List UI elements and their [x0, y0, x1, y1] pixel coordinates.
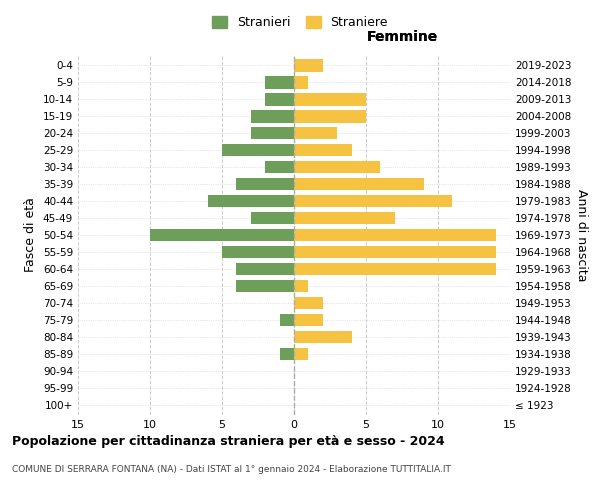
Bar: [294, 212, 395, 224]
Text: Popolazione per cittadinanza straniera per età e sesso - 2024: Popolazione per cittadinanza straniera p…: [12, 435, 445, 448]
Bar: [294, 110, 366, 122]
Bar: [294, 330, 352, 344]
Bar: [265, 93, 294, 106]
Bar: [294, 296, 323, 310]
Bar: [280, 348, 294, 360]
Bar: [265, 160, 294, 173]
Bar: [294, 280, 308, 292]
Text: Femmine: Femmine: [367, 30, 437, 44]
Bar: [294, 59, 323, 72]
Text: COMUNE DI SERRARA FONTANA (NA) - Dati ISTAT al 1° gennaio 2024 - Elaborazione TU: COMUNE DI SERRARA FONTANA (NA) - Dati IS…: [12, 465, 451, 474]
Bar: [251, 126, 294, 140]
Text: Femmine: Femmine: [367, 30, 437, 44]
Bar: [294, 76, 308, 88]
Bar: [222, 246, 294, 258]
Bar: [208, 194, 294, 207]
Bar: [265, 76, 294, 88]
Bar: [294, 314, 323, 326]
Y-axis label: Fasce di età: Fasce di età: [25, 198, 37, 272]
Bar: [294, 228, 496, 241]
Bar: [294, 144, 352, 156]
Bar: [236, 178, 294, 190]
Bar: [251, 110, 294, 122]
Bar: [222, 144, 294, 156]
Bar: [236, 280, 294, 292]
Bar: [294, 194, 452, 207]
Bar: [294, 93, 366, 106]
Y-axis label: Anni di nascita: Anni di nascita: [575, 188, 588, 281]
Bar: [294, 348, 308, 360]
Bar: [294, 262, 496, 276]
Bar: [280, 314, 294, 326]
Bar: [294, 126, 337, 140]
Legend: Stranieri, Straniere: Stranieri, Straniere: [207, 11, 393, 34]
Bar: [150, 228, 294, 241]
Bar: [251, 212, 294, 224]
Bar: [294, 160, 380, 173]
Bar: [236, 262, 294, 276]
Bar: [294, 246, 496, 258]
Bar: [294, 178, 424, 190]
